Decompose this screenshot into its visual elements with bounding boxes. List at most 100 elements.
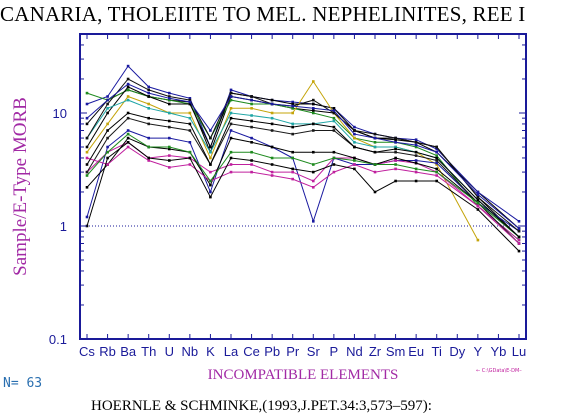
data-point <box>147 122 150 126</box>
x-tick-label: Ba <box>120 344 137 359</box>
data-point <box>126 85 130 89</box>
data-point <box>85 215 89 219</box>
data-point <box>353 159 356 162</box>
data-point <box>476 198 480 202</box>
data-point <box>168 166 171 169</box>
data-point <box>106 163 109 166</box>
y-axis-label: Sample/E-Type MORB <box>10 97 31 276</box>
data-point <box>126 77 130 81</box>
data-point <box>394 163 397 166</box>
data-point <box>209 163 212 166</box>
data-point <box>147 116 150 120</box>
data-point <box>126 88 130 92</box>
y-tick-label: 10 <box>53 106 67 121</box>
data-point <box>106 145 109 149</box>
data-point <box>414 138 418 141</box>
data-point <box>394 179 397 183</box>
data-point <box>517 229 521 233</box>
x-tick-label: Nd <box>346 344 363 359</box>
data-point <box>209 195 212 199</box>
data-point <box>147 136 150 140</box>
data-point <box>291 122 294 126</box>
data-point <box>435 150 438 154</box>
data-point <box>126 136 130 140</box>
data-point <box>188 150 192 154</box>
data-point <box>168 154 171 157</box>
data-point <box>373 150 377 154</box>
data-point <box>147 88 150 92</box>
data-point <box>85 136 89 140</box>
data-point <box>126 141 130 144</box>
data-point <box>85 174 89 177</box>
x-tick-label: Sr <box>307 344 321 359</box>
data-point <box>250 114 253 117</box>
data-point <box>188 141 192 144</box>
data-point <box>168 91 171 95</box>
data-point <box>353 125 356 129</box>
x-tick-label: Pb <box>264 344 280 359</box>
data-point <box>435 159 438 162</box>
data-point <box>291 102 294 106</box>
x-tick-label: P <box>330 344 339 359</box>
data-point <box>168 98 171 102</box>
data-point <box>291 167 294 171</box>
data-point <box>312 220 315 223</box>
source-citation: HOERNLE & SCHMINKE,(1993,J.PET.34:3,573–… <box>91 398 432 414</box>
data-point <box>373 190 377 194</box>
data-point <box>270 111 274 115</box>
data-point <box>353 136 356 140</box>
data-point <box>312 150 315 154</box>
data-point <box>435 167 438 171</box>
data-point <box>147 91 150 95</box>
x-tick-label: K <box>206 344 215 359</box>
data-point <box>126 64 130 68</box>
data-point <box>250 107 253 110</box>
data-point <box>106 107 109 110</box>
data-point <box>332 116 336 120</box>
data-point <box>168 119 171 123</box>
data-point <box>291 111 294 115</box>
data-point <box>85 186 89 189</box>
data-point <box>188 111 192 115</box>
data-point <box>476 190 480 194</box>
data-point <box>435 163 438 166</box>
data-point <box>394 156 397 160</box>
data-point <box>85 145 89 149</box>
data-point <box>312 170 315 174</box>
data-point <box>312 107 315 110</box>
data-point <box>250 102 253 106</box>
data-point <box>85 116 89 120</box>
data-point <box>147 159 150 162</box>
data-point <box>414 141 418 144</box>
data-point <box>126 82 130 86</box>
data-point <box>270 102 274 106</box>
chart-title: CANARIA, THOLEIITE TO MEL. NEPHELINITES,… <box>0 2 526 26</box>
data-point <box>270 163 274 166</box>
data-point <box>291 177 294 181</box>
data-point <box>312 122 315 126</box>
data-point <box>168 147 171 151</box>
data-point <box>250 163 253 166</box>
x-tick-label: Ce <box>243 344 260 359</box>
data-point <box>332 109 336 112</box>
data-point <box>414 170 418 174</box>
data-point <box>312 109 315 112</box>
data-point <box>291 125 294 129</box>
data-point <box>209 136 212 140</box>
data-point <box>517 227 521 230</box>
data-point <box>168 145 171 149</box>
data-point <box>250 150 253 154</box>
x-tick-label: U <box>165 344 174 359</box>
data-point <box>414 167 418 171</box>
x-tick-label: Yb <box>490 344 506 359</box>
data-point <box>435 170 438 174</box>
data-point <box>394 159 397 162</box>
data-point <box>270 145 274 149</box>
x-tick-label: Sm <box>386 344 406 359</box>
data-point <box>250 119 253 123</box>
data-point <box>270 122 274 126</box>
data-point <box>394 136 397 140</box>
data-point <box>106 156 109 160</box>
data-point <box>332 129 336 132</box>
